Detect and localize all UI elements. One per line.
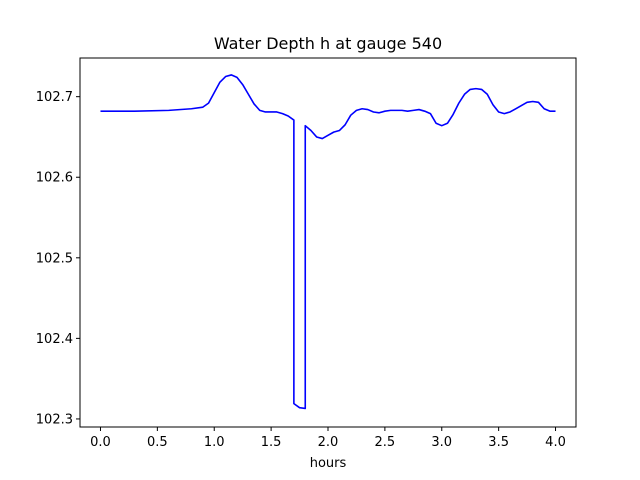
y-axis: 102.3 102.4 102.5 102.6 102.7 <box>36 90 80 427</box>
x-axis: 0.0 0.5 1.0 1.5 2.0 2.5 3.0 3.5 4.0 <box>90 427 566 450</box>
x-tick-label: 2.0 <box>318 435 339 450</box>
x-tick-label: 0.0 <box>90 435 111 450</box>
series-layer <box>100 74 556 410</box>
series-line-0 <box>100 74 556 410</box>
y-tick-label: 102.5 <box>36 251 73 266</box>
x-tick-label: 1.5 <box>261 435 282 450</box>
x-tick-label: 2.5 <box>375 435 396 450</box>
x-tick-label: 4.0 <box>545 435 566 450</box>
x-tick-label: 3.5 <box>488 435 509 450</box>
x-axis-label: hours <box>310 456 347 471</box>
y-tick-label: 102.4 <box>36 332 73 347</box>
x-tick-label: 3.0 <box>431 435 452 450</box>
y-tick-label: 102.3 <box>36 412 73 427</box>
x-tick-label: 0.5 <box>147 435 168 450</box>
chart-title: Water Depth h at gauge 540 <box>214 34 442 53</box>
y-tick-label: 102.7 <box>36 90 73 105</box>
y-tick-label: 102.6 <box>36 171 73 186</box>
x-tick-label: 1.0 <box>204 435 225 450</box>
